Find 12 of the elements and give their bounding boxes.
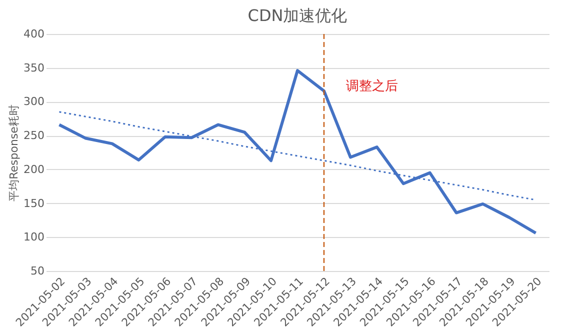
annotation: 调整之后 <box>346 79 398 94</box>
y-axis-title: 平均Response耗时 <box>8 104 21 202</box>
y-tick-label: 150 <box>24 196 44 210</box>
y-tick-label: 200 <box>24 162 44 176</box>
y-tick-label: 400 <box>24 28 44 40</box>
y-tick-label: 250 <box>24 129 44 142</box>
y-tick-label: 300 <box>24 95 44 108</box>
chart-title: CDN加速优化 <box>248 6 348 25</box>
y-tick-label: 50 <box>30 264 44 278</box>
y-tick-label: 100 <box>24 230 44 244</box>
line-series <box>58 69 538 235</box>
y-tick-label: 350 <box>24 61 44 74</box>
